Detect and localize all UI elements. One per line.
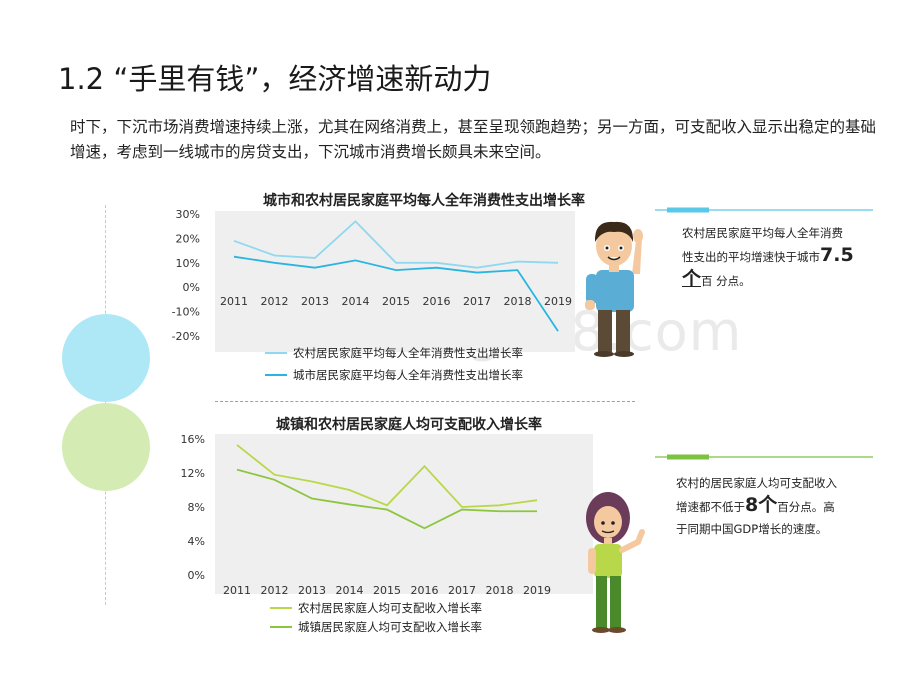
- x-tick-label: 2016: [411, 584, 439, 597]
- x-tick-label: 2015: [373, 584, 401, 597]
- x-tick-label: 2014: [336, 584, 364, 597]
- blue-circle-marker: [62, 314, 150, 402]
- y-tick-label: 0%: [188, 569, 205, 582]
- x-tick-label: 2012: [261, 584, 289, 597]
- girl-illustration: [586, 492, 645, 633]
- note1-line3: 个百 分点。: [682, 268, 872, 292]
- x-tick-label: 2017: [448, 584, 476, 597]
- y-tick-label: 16%: [181, 433, 205, 446]
- note2-accent-bar: [655, 454, 873, 460]
- note1-line2-text: 性支出的平均增速快于城市: [682, 250, 820, 264]
- series-line: [236, 468, 537, 530]
- legend-label: 城镇居民家庭人均可支配收入增长率: [298, 620, 482, 634]
- note2-line2-text: 增速都不低于: [676, 500, 745, 514]
- series-line: [233, 255, 559, 332]
- x-tick-label: 2015: [382, 295, 410, 308]
- intro-paragraph: 时下，下沉市场消费增速持续上涨，尤其在网络消费上，甚至呈现领跑趋势；另一方面，可…: [70, 118, 877, 161]
- x-tick-label: 2016: [423, 295, 451, 308]
- x-tick-label: 2013: [298, 584, 326, 597]
- x-tick-label: 2018: [504, 295, 532, 308]
- chart1-plot-area: [215, 211, 575, 352]
- y-tick-label: 12%: [181, 467, 205, 480]
- x-tick-label: 2011: [223, 584, 251, 597]
- x-tick-label: 2019: [544, 295, 572, 308]
- x-tick-label: 2014: [342, 295, 370, 308]
- note1-line2: 性支出的平均增速快于城市7.5: [682, 244, 872, 268]
- note2-highlight-number: 8: [745, 494, 759, 516]
- y-tick-label: -10%: [172, 306, 200, 319]
- note1-accent-bar: [655, 207, 873, 213]
- note1-highlight-unit: 个: [682, 268, 702, 290]
- y-tick-label: 30%: [176, 208, 200, 221]
- y-tick-label: 20%: [176, 232, 200, 245]
- x-tick-label: 2018: [486, 584, 514, 597]
- note2-highlight-unit: 个: [758, 494, 778, 516]
- note1-highlight-number: 7.5: [820, 244, 854, 266]
- x-tick-label: 2012: [261, 295, 289, 308]
- x-tick-label: 2011: [220, 295, 248, 308]
- chart2: 16% 12% 8% 4% 0% 2011 2012 2013 2014 2015 2016 201…: [181, 433, 593, 634]
- x-tick-label: 2019: [523, 584, 551, 597]
- legend-label: 城市居民家庭平均每人全年消费性支出增长率: [293, 368, 523, 382]
- note1-line1: 农村居民家庭平均每人全年消费: [682, 226, 843, 240]
- legend-label: 农村居民家庭人均可支配收入增长率: [298, 601, 482, 615]
- chart1: 30% 20% 10% 0% -10% -20% 2011 2012 2013 2014 2015…: [172, 208, 575, 382]
- chart1-title: 城市和农村居民家庭平均每人全年消费性支出增长率: [263, 193, 585, 209]
- y-tick-label: 4%: [188, 535, 205, 548]
- series-line: [236, 444, 538, 508]
- note1: 农村居民家庭平均每人全年消费 性支出的平均增速快于城市7.5 个百 分点。: [682, 222, 872, 292]
- page-title: 1.2 “手里有钱”，经济增速新动力: [58, 62, 492, 96]
- green-circle-marker: [62, 403, 150, 491]
- y-tick-label: 8%: [188, 501, 205, 514]
- legend-label: 农村居民家庭平均每人全年消费性支出增长率: [293, 346, 523, 360]
- note1-suffix: 百 分点。: [701, 274, 751, 288]
- section-divider: [215, 401, 635, 402]
- note2: 农村的居民家庭人均可支配收入 增速都不低于8个百分点。高 于同期中国GDP增长的…: [676, 472, 876, 540]
- y-tick-label: -20%: [172, 330, 200, 343]
- boy-illustration: [585, 221, 643, 357]
- chart2-title: 城镇和农村居民家庭人均可支配收入增长率: [276, 417, 542, 433]
- chart2-plot-area: [215, 434, 593, 594]
- note2-line2-suffix: 百分点。高: [777, 500, 835, 514]
- y-tick-label: 0%: [183, 281, 200, 294]
- x-tick-label: 2017: [463, 295, 491, 308]
- note2-line1: 农村的居民家庭人均可支配收入: [676, 476, 837, 490]
- x-tick-label: 2013: [301, 295, 329, 308]
- y-tick-label: 10%: [176, 257, 200, 270]
- note2-line2: 增速都不低于8个百分点。高: [676, 494, 876, 518]
- series-line: [233, 220, 559, 269]
- note2-line3: 于同期中国GDP增长的速度。: [676, 522, 828, 536]
